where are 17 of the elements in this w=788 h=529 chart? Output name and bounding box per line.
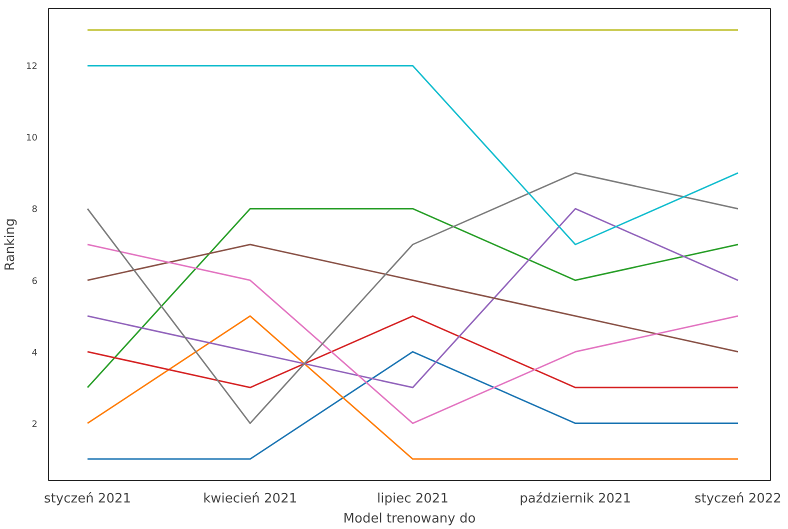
x-axis-title: Model trenowany do <box>343 512 476 526</box>
y-tick-label: 6 <box>32 276 38 287</box>
line-series <box>86 244 739 424</box>
y-axis-title: Ranking <box>3 218 18 271</box>
line-series <box>86 208 739 388</box>
line-series <box>86 244 739 353</box>
y-tick-label: 2 <box>32 420 38 430</box>
y-tick-label: 8 <box>32 205 38 216</box>
x-tick-label: październik 2021 <box>520 492 632 506</box>
line-series <box>86 172 739 424</box>
y-tick-label: 4 <box>32 348 38 358</box>
x-tick-label: kwiecień 2021 <box>203 492 298 506</box>
x-tick-label: styczeń 2022 <box>694 492 782 506</box>
y-tick-label: 12 <box>26 62 38 72</box>
x-tick-label: lipiec 2021 <box>377 492 448 506</box>
x-tick-label: styczeń 2021 <box>44 492 132 506</box>
y-tick-label: 10 <box>26 134 38 144</box>
